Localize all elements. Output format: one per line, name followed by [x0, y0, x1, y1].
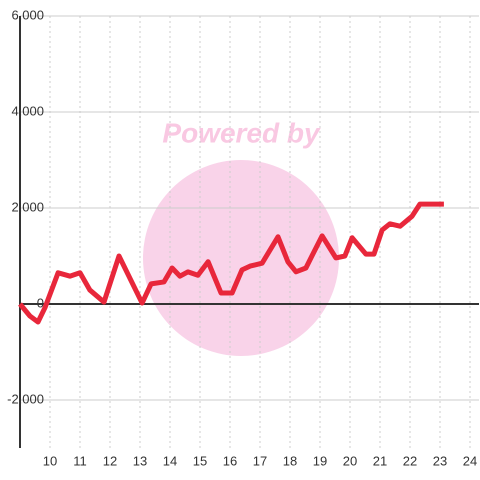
y-tick-label: -2,000	[7, 391, 44, 406]
x-tick-label: 16	[223, 453, 237, 468]
x-tick-label: 21	[373, 453, 387, 468]
y-tick-label: 6,000	[11, 7, 44, 22]
x-tick-label: 24	[463, 453, 477, 468]
y-tick-label: 2,000	[11, 199, 44, 214]
x-tick-label: 23	[433, 453, 447, 468]
line	[18, 201, 444, 325]
x-tick-label: 14	[163, 453, 177, 468]
x-tick-label: 15	[193, 453, 207, 468]
y-tick-label: 0	[37, 295, 44, 310]
x-tick-label: 22	[403, 453, 417, 468]
x-tick-label: 19	[313, 453, 327, 468]
x-tick-label: 12	[103, 453, 117, 468]
x-tick-label: 10	[43, 453, 57, 468]
x-tick-label: 20	[343, 453, 357, 468]
x-tick-label: 17	[253, 453, 267, 468]
watermark: Powered by	[162, 117, 321, 148]
x-tick-label: 18	[283, 453, 297, 468]
y-tick-label: 4,000	[11, 103, 44, 118]
x-tick-label: 13	[133, 453, 147, 468]
x-tick-label: 11	[73, 453, 87, 468]
